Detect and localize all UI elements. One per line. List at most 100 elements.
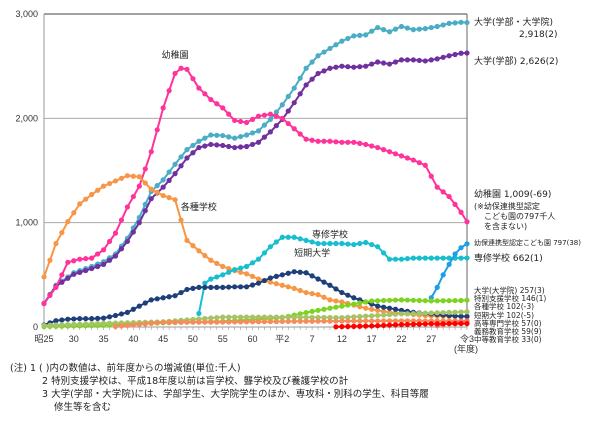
data-point [333, 324, 339, 330]
data-point [416, 310, 422, 316]
data-point [422, 298, 428, 304]
y-tick-label: 0 [33, 322, 38, 332]
data-point [273, 113, 279, 119]
data-point [208, 276, 214, 282]
data-point [351, 318, 357, 324]
data-point [458, 19, 464, 25]
data-point [297, 314, 303, 320]
data-point [184, 286, 190, 293]
data-point [59, 322, 65, 328]
series-line [197, 236, 468, 314]
data-point [327, 314, 333, 321]
data-point [249, 116, 256, 122]
data-point [357, 313, 363, 320]
data-point [273, 239, 279, 245]
data-point [89, 265, 95, 272]
data-point [327, 297, 333, 303]
data-point [375, 307, 381, 313]
data-point [458, 309, 464, 315]
data-point [380, 312, 387, 318]
data-point [446, 321, 452, 327]
data-point [77, 269, 83, 275]
data-point [208, 315, 214, 321]
data-point [178, 65, 184, 71]
data-point [118, 175, 125, 181]
data-point [190, 319, 196, 325]
data-point [369, 61, 375, 67]
data-point [214, 319, 220, 325]
data-point [452, 20, 458, 26]
data-point [333, 286, 339, 292]
data-point [232, 267, 238, 273]
data-point [380, 308, 387, 314]
data-point [208, 132, 214, 138]
data-point [297, 236, 303, 242]
data-point [220, 132, 226, 139]
series-大学(学部) [41, 50, 470, 307]
data-point [53, 240, 59, 247]
series-幼保連携型認定こども園 [428, 241, 470, 301]
data-point [255, 276, 262, 282]
data-point [327, 318, 333, 324]
data-point [95, 251, 101, 257]
data-point [428, 57, 434, 63]
data-point [392, 322, 399, 328]
data-point [89, 321, 95, 327]
data-point [363, 141, 369, 148]
data-point [130, 306, 136, 312]
data-point [440, 321, 446, 327]
data-point [333, 42, 339, 48]
label-kindergarten-note-2: こども園の797千人 [484, 212, 556, 221]
label-grad-school: 大学(大学院) 257(3) [474, 286, 545, 295]
data-point [178, 289, 184, 296]
data-point [291, 285, 297, 291]
data-point [410, 255, 416, 261]
data-point [142, 166, 148, 172]
data-point [380, 27, 387, 33]
data-point [363, 323, 369, 329]
data-point [398, 318, 405, 324]
data-point [71, 210, 77, 216]
data-point [285, 93, 291, 100]
data-point [392, 318, 399, 324]
data-point [77, 201, 83, 207]
data-point [214, 260, 220, 266]
data-point [333, 64, 339, 70]
data-point [416, 57, 422, 64]
x-tick-label: 60 [248, 334, 258, 344]
data-point [303, 310, 309, 316]
data-point [464, 313, 470, 319]
label-univ-undergrad: 大学(学部) 2,626(2) [474, 57, 559, 67]
data-point [106, 238, 113, 245]
data-point [333, 304, 339, 310]
data-point [416, 297, 422, 304]
data-point [261, 112, 268, 118]
data-point [220, 272, 226, 278]
data-point [309, 273, 315, 279]
data-point [351, 241, 357, 248]
data-point [303, 136, 309, 142]
data-point [243, 284, 250, 290]
data-point [363, 313, 369, 319]
series-line [43, 67, 468, 305]
data-point [178, 163, 184, 169]
data-point [291, 318, 297, 324]
data-point [190, 285, 196, 291]
data-point [100, 261, 107, 267]
data-point [249, 141, 256, 148]
data-point [261, 319, 268, 325]
data-point [130, 322, 136, 328]
data-point [458, 320, 464, 327]
data-point [148, 149, 154, 155]
data-point [142, 208, 148, 214]
data-point [142, 201, 148, 208]
data-point [416, 321, 422, 327]
data-point [410, 297, 416, 303]
data-point [220, 263, 226, 270]
data-point [303, 270, 309, 276]
data-point [404, 318, 411, 324]
data-point [255, 256, 262, 262]
label-special-support: 特別支援学校 146(1) [474, 294, 547, 304]
data-point [273, 273, 279, 279]
